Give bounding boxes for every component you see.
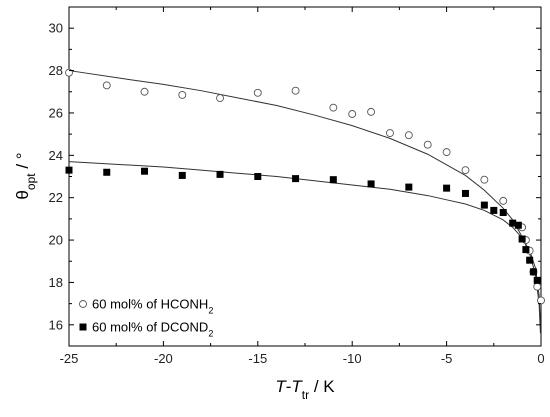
data-point xyxy=(442,148,451,157)
data-point xyxy=(423,140,432,149)
data-point xyxy=(102,81,111,90)
plot-frame xyxy=(68,6,542,347)
x-tick-label: 0 xyxy=(537,351,544,366)
data-point xyxy=(254,173,262,180)
data-point xyxy=(386,129,394,138)
data-point xyxy=(292,175,300,183)
data-point xyxy=(329,176,337,184)
data-point xyxy=(367,180,375,188)
data-point xyxy=(480,201,488,209)
data-point xyxy=(461,166,470,175)
y-tick-label: 20 xyxy=(49,233,63,248)
data-point xyxy=(529,268,537,276)
y-tick-label: 30 xyxy=(49,21,63,36)
data-point xyxy=(291,86,300,95)
data-point xyxy=(461,189,469,197)
y-tick-label: 24 xyxy=(49,148,63,163)
y-tick-label: 16 xyxy=(49,317,63,332)
y-tick-label: 26 xyxy=(49,105,63,120)
x-tick-label: -10 xyxy=(343,351,362,366)
data-point xyxy=(405,183,413,191)
data-point xyxy=(178,90,187,99)
data-point xyxy=(443,184,451,192)
legend-item-0: 60 mol% of HCONH2 xyxy=(79,297,213,316)
data-point xyxy=(253,88,262,97)
x-tick-label: -25 xyxy=(60,351,79,366)
data-point xyxy=(178,171,186,179)
data-point xyxy=(216,170,224,178)
data-point xyxy=(526,256,534,264)
data-point xyxy=(490,206,498,214)
text-part: 2 xyxy=(208,329,213,339)
text-part: / ° xyxy=(13,152,32,173)
data-point xyxy=(533,282,542,291)
x-axis-title: T-Ttr / K xyxy=(275,377,335,402)
data-point xyxy=(522,246,530,254)
x-axis: -25 -20 -15 -10 -5 0 xyxy=(60,7,545,366)
legend-item-1: 60 mol% of DCOND2 xyxy=(79,320,213,339)
data-points xyxy=(65,68,545,305)
y-tick-label: 22 xyxy=(49,190,63,205)
data-point xyxy=(537,296,545,305)
data-point xyxy=(509,219,517,227)
text-part: / K xyxy=(309,377,335,396)
text-part: 60 mol% of DCOND xyxy=(92,320,208,335)
x-tick-label: -5 xyxy=(441,351,453,366)
series-0 xyxy=(65,68,545,305)
series-1 xyxy=(65,166,541,284)
data-point xyxy=(518,235,526,243)
text-part: opt xyxy=(24,173,38,190)
data-point xyxy=(329,103,338,112)
legend-label: 60 mol% of HCONH2 xyxy=(92,297,213,316)
data-point xyxy=(514,221,522,229)
fit-curves xyxy=(68,70,541,334)
data-point xyxy=(103,168,111,176)
data-point xyxy=(141,167,149,175)
data-point xyxy=(404,131,413,140)
legend-marker xyxy=(79,323,87,331)
data-point xyxy=(367,107,376,116)
text-part: T xyxy=(291,377,303,396)
data-point xyxy=(499,209,507,217)
x-tick-label: -15 xyxy=(248,351,267,366)
text-part: θ xyxy=(13,190,32,199)
y-tick-label: 28 xyxy=(49,63,63,78)
text-part: T xyxy=(275,377,287,396)
legend-marker xyxy=(79,300,87,308)
data-point xyxy=(348,110,357,118)
text-part: - xyxy=(286,377,292,396)
y-axis-title: θopt / ° xyxy=(13,152,38,199)
data-point xyxy=(65,166,73,174)
data-point xyxy=(216,94,224,103)
text-part: tr xyxy=(302,388,309,402)
text-part: 60 mol% of HCONH xyxy=(92,297,208,312)
fit-curve-0 xyxy=(68,70,541,334)
y-tick-label: 18 xyxy=(49,275,63,290)
data-point xyxy=(499,196,508,205)
data-point xyxy=(480,175,489,184)
legend-label: 60 mol% of DCOND2 xyxy=(92,320,213,339)
data-point xyxy=(140,87,149,96)
data-point xyxy=(533,276,541,284)
x-tick-label: -20 xyxy=(154,351,173,366)
text-part: 2 xyxy=(208,306,213,316)
